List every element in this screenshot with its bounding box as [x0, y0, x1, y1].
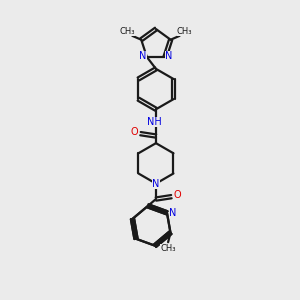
Text: CH₃: CH₃ [177, 28, 192, 37]
Text: N: N [139, 50, 147, 61]
Text: CH₃: CH₃ [119, 28, 135, 37]
Text: N: N [169, 208, 176, 218]
Text: N: N [165, 50, 172, 61]
Text: N: N [152, 178, 160, 189]
Text: O: O [173, 190, 181, 200]
Text: O: O [131, 127, 138, 137]
Text: NH: NH [147, 117, 162, 127]
Text: CH₃: CH₃ [160, 244, 176, 253]
